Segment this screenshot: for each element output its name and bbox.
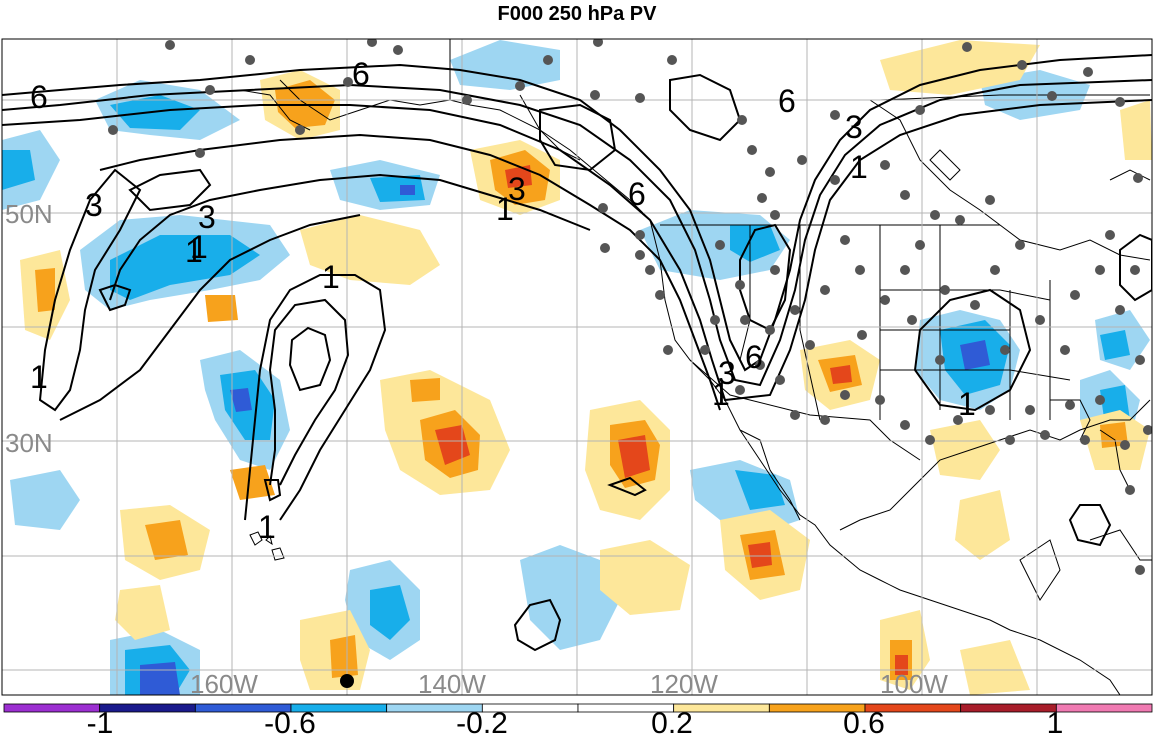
colorbar [3, 703, 1153, 713]
contour-label: 6 [778, 83, 796, 119]
lon-label-100w: 100W [880, 669, 948, 699]
contour-label: 3 [198, 199, 216, 235]
contour-label: 1 [322, 259, 340, 295]
contour-label: 1 [712, 376, 730, 412]
contour-label: 1 [850, 149, 868, 185]
lon-label-140w: 140W [418, 669, 486, 699]
selected-point-marker [340, 674, 354, 688]
colorbar-tick-label: 1 [1046, 707, 1064, 740]
colorbar-tick-label: 0.2 [651, 707, 693, 740]
contour-label: 1 [258, 509, 276, 545]
contour-label: 6 [30, 79, 48, 115]
colorbar-tick-label: -1 [86, 707, 114, 740]
colorbar-tick-label: -0.2 [456, 707, 508, 740]
contour-label: 1 [958, 386, 976, 422]
contour-label: 1 [30, 359, 48, 395]
contour-label: 6 [352, 56, 370, 92]
colorbar-swatch [960, 703, 1057, 713]
colorbar-swatch [99, 703, 196, 713]
lat-label-50n: 50N [5, 199, 53, 229]
contour-label: 3 [718, 355, 736, 391]
contour-label: 6 [745, 339, 763, 375]
contour-label: 1 [496, 191, 514, 227]
station-markers [108, 39, 1152, 575]
contour-label: 3 [845, 109, 863, 145]
map-frame [1, 38, 1153, 696]
contour-label: 3 [85, 187, 103, 223]
lat-label-30n: 30N [5, 428, 53, 458]
lon-label-160w: 160W [190, 669, 258, 699]
contour-labels: 6 6 6 6 3 3 3 3 1 1 1 1 1 1 1 1 6 3 1 [30, 56, 976, 545]
contour-label: 3 [508, 171, 526, 207]
map-title: F000 250 hPa PV [497, 3, 657, 25]
contour-label: 6 [628, 176, 646, 212]
colorbar-swatch [3, 703, 101, 713]
contour-label: 1 [185, 233, 203, 269]
colorbar-swatch [1055, 703, 1153, 713]
colorbar-tick-label: -0.6 [264, 707, 316, 740]
lon-label-120w: 120W [650, 669, 718, 699]
contour-label: 1 [190, 229, 208, 265]
colorbar-tick-label: 0.6 [843, 707, 885, 740]
